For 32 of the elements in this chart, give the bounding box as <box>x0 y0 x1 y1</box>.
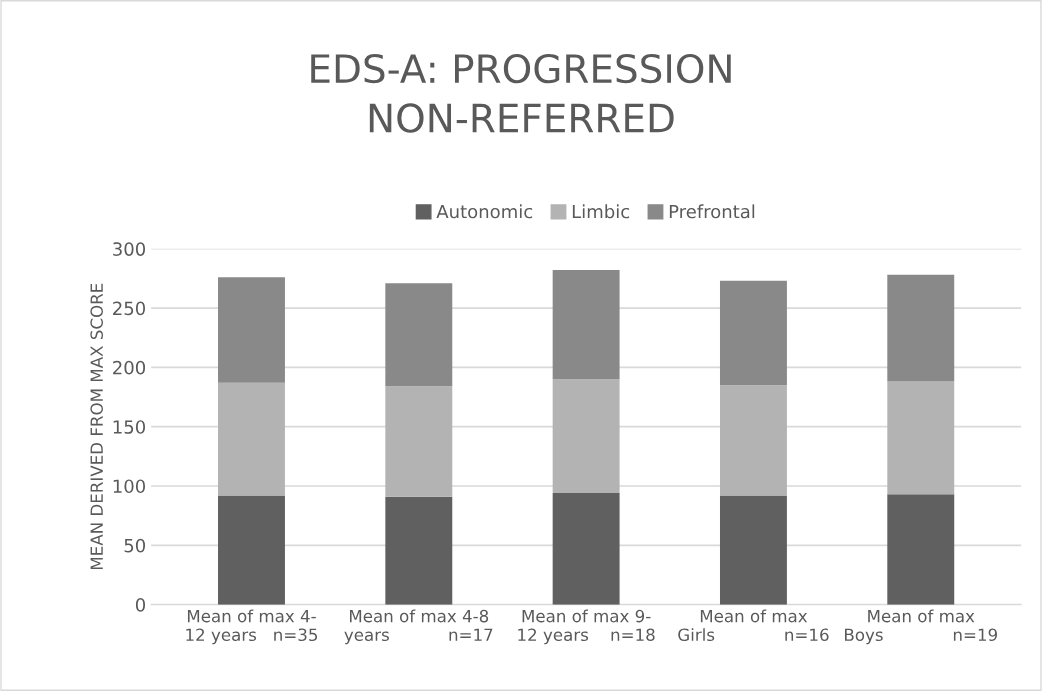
bar <box>719 495 787 605</box>
x-tick-label: Mean of max 4- 12 years n=35 <box>186 609 318 645</box>
y-tick-label: 50 <box>124 538 146 553</box>
x-tick-label: Mean of max Girls n=16 <box>678 609 829 642</box>
x-tick-label: Mean of max Boys n=19 <box>845 609 997 645</box>
y-tick-label: 200 <box>113 360 146 375</box>
legend-label: Limbic <box>572 204 630 219</box>
bar <box>719 280 787 386</box>
y-tick-label: 250 <box>113 301 146 316</box>
bar <box>719 385 787 496</box>
chart-title: EDS-A: PROGRESSION NON-REFERRED <box>311 53 731 133</box>
bar <box>385 386 453 497</box>
legend-label: Autonomic <box>436 204 533 219</box>
bar <box>385 283 453 387</box>
y-axis-title: MEAN DERIVED FROM MAX SCORE <box>90 283 103 570</box>
bar <box>218 495 285 605</box>
bar <box>887 381 955 495</box>
bar <box>887 494 955 605</box>
bar <box>385 496 453 605</box>
x-tick-label: Mean of max 4-8 years n=17 <box>344 609 493 645</box>
bar <box>552 270 620 380</box>
x-tick-label: Mean of max 9- 12 years n=18 <box>518 609 655 645</box>
y-tick-label: 300 <box>113 242 146 256</box>
bar <box>218 382 285 496</box>
bar <box>552 493 620 605</box>
y-tick-label: 100 <box>113 479 146 494</box>
y-tick-label: 150 <box>113 420 146 434</box>
bar <box>887 274 955 382</box>
bar <box>218 277 285 383</box>
bar <box>552 379 620 494</box>
legend-label: Prefrontal <box>669 204 755 219</box>
y-tick-label: 0 <box>135 598 146 612</box>
